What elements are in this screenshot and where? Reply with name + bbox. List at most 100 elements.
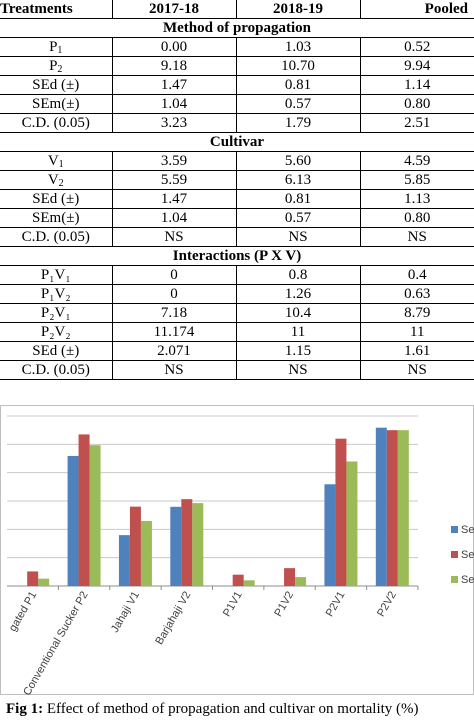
row-label-subscript: 1 xyxy=(58,159,64,170)
legend-swatch xyxy=(451,576,458,583)
chart-bar xyxy=(386,430,398,586)
table-section-row: Interactions (P X V) xyxy=(0,246,474,266)
chart-bar xyxy=(78,434,90,586)
header-2018-19: 2018-19 xyxy=(236,0,361,19)
chart-bar xyxy=(324,484,336,586)
chart-bar xyxy=(118,535,130,586)
row-label-text: V xyxy=(47,172,59,188)
table-cell: 1.04 xyxy=(112,94,237,114)
table-row: C.D. (0.05) NS NS NS xyxy=(0,360,474,380)
row-label: P₁V₂ xyxy=(0,284,113,304)
chart-bar xyxy=(192,503,204,586)
chart-bar xyxy=(243,580,255,586)
row-label-text: C.D. (0.05) xyxy=(21,362,90,378)
row-label-subscript: 2 xyxy=(58,178,64,189)
table-cell: 2.51 xyxy=(360,113,474,133)
table-cell: 0.52 xyxy=(360,37,474,57)
chart-bar xyxy=(346,461,358,586)
chart-bar xyxy=(397,430,409,586)
table-row: V2 5.59 6.13 5.85 xyxy=(0,170,474,190)
chart-bar xyxy=(335,438,347,586)
table-cell: 5.85 xyxy=(360,170,474,190)
row-label: V1 xyxy=(0,151,113,171)
table-cell: NS xyxy=(360,227,474,247)
table-cell: 0.80 xyxy=(360,208,474,228)
caption-text: Effect of method of propagation and cult… xyxy=(43,701,419,717)
chart-bar xyxy=(295,577,307,586)
results-table-container: Treatments 2017-18 2018-19 Pooled Method… xyxy=(0,0,474,380)
table-row: SEd (±) 1.47 0.81 1.14 xyxy=(0,75,474,95)
table-cell: NS xyxy=(236,360,361,380)
legend-label: Se xyxy=(461,549,474,561)
table-cell: 0.57 xyxy=(236,208,361,228)
table-cell: 0.8 xyxy=(236,265,361,285)
chart-bar xyxy=(375,427,387,586)
table-row: P₁V₂ 0 1.26 0.63 xyxy=(0,284,474,304)
table-body: Method of propagation P1 0.00 1.03 0.52 P2 9.1… xyxy=(0,18,474,380)
table-row: C.D. (0.05) 3.23 1.79 2.51 xyxy=(0,113,474,133)
table-cell: 5.60 xyxy=(236,151,361,171)
header-treatments: Treatments xyxy=(0,0,113,19)
row-label: SEm(±) xyxy=(0,94,113,114)
header-pooled: Pooled xyxy=(360,0,474,19)
table-cell: 9.94 xyxy=(360,56,474,76)
table-row: SEd (±) 2.071 1.15 1.61 xyxy=(0,341,474,361)
legend-label: Se xyxy=(461,574,474,586)
table-cell: 1.04 xyxy=(112,208,237,228)
table-section-row: Method of propagation xyxy=(0,18,474,38)
chart-bar xyxy=(27,571,39,586)
chart-bar xyxy=(170,506,182,586)
table-row: P₂V₂ 11.174 11 11 xyxy=(0,322,474,342)
row-label-text: SEd (±) xyxy=(32,191,80,207)
row-label: P₂V₁ xyxy=(0,303,113,323)
table-cell: 10.70 xyxy=(236,56,361,76)
table-cell: 1.26 xyxy=(236,284,361,304)
table-cell: 1.61 xyxy=(360,341,474,361)
chart-bar xyxy=(181,499,193,586)
row-label-text: P₂V₂ xyxy=(40,324,71,340)
table-cell: 1.47 xyxy=(112,189,237,209)
table-cell: 1.03 xyxy=(236,37,361,57)
table-cell: 0.63 xyxy=(360,284,474,304)
table-cell: 3.59 xyxy=(112,151,237,171)
row-label-text: P xyxy=(49,58,58,74)
table-cell: 8.79 xyxy=(360,303,474,323)
row-label: SEd (±) xyxy=(0,189,113,209)
table-cell: 1.47 xyxy=(112,75,237,95)
table-cell: 0.81 xyxy=(236,189,361,209)
row-label-text: P₂V₁ xyxy=(40,305,71,321)
table-cell: NS xyxy=(112,227,237,247)
table-cell: 9.18 xyxy=(112,56,237,76)
section-title: Interactions (P X V) xyxy=(0,246,474,266)
table-cell: 11.174 xyxy=(112,322,237,342)
table-cell: 0 xyxy=(112,265,237,285)
chart-bar xyxy=(67,455,79,586)
row-label-text: P xyxy=(49,39,58,55)
table-row: P₂V₁ 7.18 10.4 8.79 xyxy=(0,303,474,323)
table-cell: 2.071 xyxy=(112,341,237,361)
row-label-text: V xyxy=(47,153,59,169)
legend-label: Se xyxy=(461,524,474,536)
section-title: Cultivar xyxy=(0,132,474,152)
table-row: C.D. (0.05) NS NS NS xyxy=(0,227,474,247)
row-label: SEm(±) xyxy=(0,208,113,228)
table-cell: 0 xyxy=(112,284,237,304)
table-cell: 3.23 xyxy=(112,113,237,133)
row-label: P2 xyxy=(0,56,113,76)
table-cell: 4.59 xyxy=(360,151,474,171)
table-cell: 0.4 xyxy=(360,265,474,285)
row-label: P₂V₂ xyxy=(0,322,113,342)
row-label-text: SEm(±) xyxy=(32,96,80,112)
row-label-text: P₁V₂ xyxy=(40,286,71,302)
table-row: P₁V₁ 0 0.8 0.4 xyxy=(0,265,474,285)
row-label: P1 xyxy=(0,37,113,57)
table-cell: NS xyxy=(112,360,237,380)
row-label-text: SEd (±) xyxy=(32,343,80,359)
legend-swatch xyxy=(451,526,458,533)
table-row: P2 9.18 10.70 9.94 xyxy=(0,56,474,76)
table-cell: 0.00 xyxy=(112,37,237,57)
table-cell: NS xyxy=(236,227,361,247)
row-label-text: C.D. (0.05) xyxy=(21,229,90,245)
table-cell: 7.18 xyxy=(112,303,237,323)
